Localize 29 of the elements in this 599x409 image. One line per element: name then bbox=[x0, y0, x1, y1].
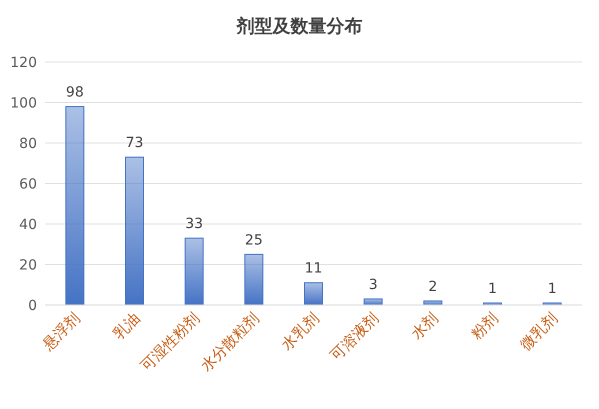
bar bbox=[304, 282, 323, 306]
x-tick-label: 乳油 bbox=[109, 309, 144, 344]
data-label: 3 bbox=[368, 276, 378, 293]
x-tick-label: 悬浮剂 bbox=[38, 309, 84, 354]
y-tick-label: 120 bbox=[10, 55, 37, 71]
data-label: 33 bbox=[185, 216, 204, 232]
x-tick-label: 粉剂 bbox=[467, 309, 502, 344]
y-tick-label: 100 bbox=[10, 96, 37, 112]
data-label: 73 bbox=[126, 135, 144, 152]
x-tick-label: 微乳剂 bbox=[516, 309, 561, 354]
bar bbox=[65, 106, 84, 306]
data-label: 1 bbox=[548, 280, 557, 297]
x-tick-label: 水乳剂 bbox=[278, 309, 322, 354]
bar bbox=[244, 254, 264, 306]
y-tick-label: 0 bbox=[28, 298, 37, 314]
data-label: 2 bbox=[428, 278, 438, 295]
data-label: 98 bbox=[66, 84, 84, 101]
y-tick-label: 80 bbox=[19, 136, 37, 152]
y-tick-label: 20 bbox=[19, 258, 37, 274]
chart-title: 剂型及数量分布 bbox=[236, 16, 362, 37]
data-label: 25 bbox=[244, 232, 263, 248]
y-tick-label: 40 bbox=[19, 217, 37, 233]
bar bbox=[125, 156, 144, 306]
x-tick-label: 水剂 bbox=[408, 309, 442, 344]
data-label: 1 bbox=[488, 280, 497, 297]
x-tick-label: 可溶液剂 bbox=[326, 309, 382, 364]
data-label: 11 bbox=[304, 260, 322, 277]
y-tick-label: 60 bbox=[19, 176, 37, 192]
bar bbox=[184, 238, 204, 306]
